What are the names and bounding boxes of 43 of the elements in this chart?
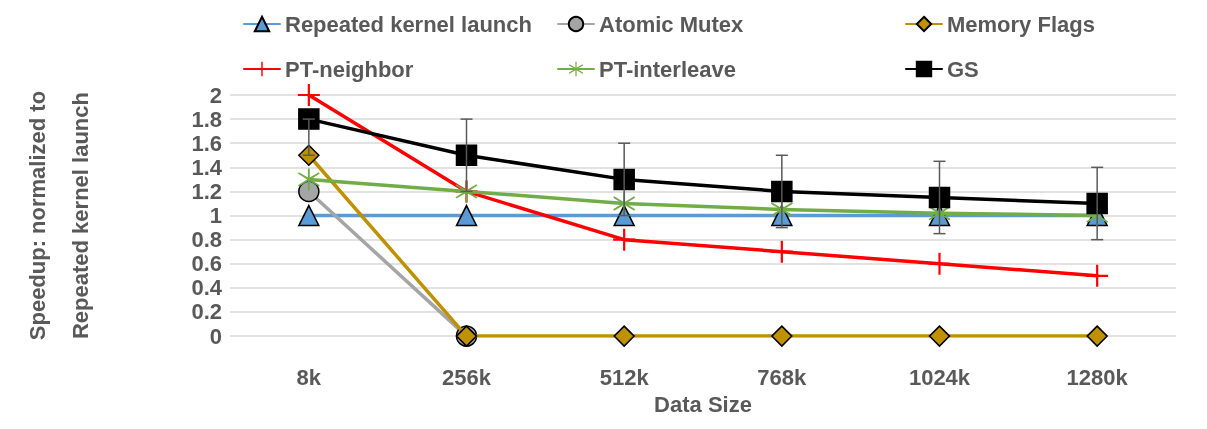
y-tick-label: 1.8 [191, 106, 222, 132]
point [298, 180, 320, 203]
legend-label: PT-neighbor [285, 56, 414, 82]
y-tick-label: 1.4 [191, 154, 223, 180]
y-tick-label: 0 [209, 323, 222, 349]
point [613, 325, 635, 347]
point [613, 168, 635, 191]
legend-label: Memory Flags [947, 11, 1095, 37]
y-tick-label: 1.6 [191, 130, 222, 156]
point [770, 240, 793, 263]
legend-label: Repeated kernel launch [285, 11, 532, 37]
y-tick-label: 2 [209, 82, 222, 108]
point [1086, 192, 1108, 215]
x-tick-label: 768k [757, 364, 808, 390]
x-axis-title: Data Size [654, 391, 752, 417]
y-tick-label: 0.6 [191, 251, 222, 277]
x-tick-label: 256k [442, 364, 492, 390]
y-tick-label: 1.2 [191, 178, 222, 204]
legend-label: GS [947, 56, 979, 82]
legend-label: PT-interleave [599, 56, 736, 82]
y-tick-label: 0.4 [191, 275, 223, 301]
point [1086, 325, 1108, 347]
point [928, 252, 951, 275]
point [1086, 264, 1109, 287]
x-tick-label: 512k [599, 364, 650, 390]
x-tick-label: 1024k [908, 364, 971, 390]
y-tick-label: 0.8 [191, 227, 222, 253]
point [613, 228, 636, 251]
point [455, 144, 478, 167]
x-tick-label: 1280k [1066, 364, 1129, 390]
legend-label: Atomic Mutex [599, 11, 744, 37]
y-tick-label: 1 [209, 203, 222, 229]
y-tick-label: 0.2 [191, 299, 222, 325]
y-axis-title: Speedup: normalized to Repeated kernel launch [25, 90, 93, 341]
point [297, 168, 320, 191]
point [928, 325, 951, 347]
point [297, 84, 320, 106]
point [771, 180, 793, 203]
point [298, 204, 320, 227]
point [928, 186, 951, 209]
x-tick-label: 8k [296, 364, 322, 390]
point [455, 204, 478, 227]
point [771, 325, 793, 347]
